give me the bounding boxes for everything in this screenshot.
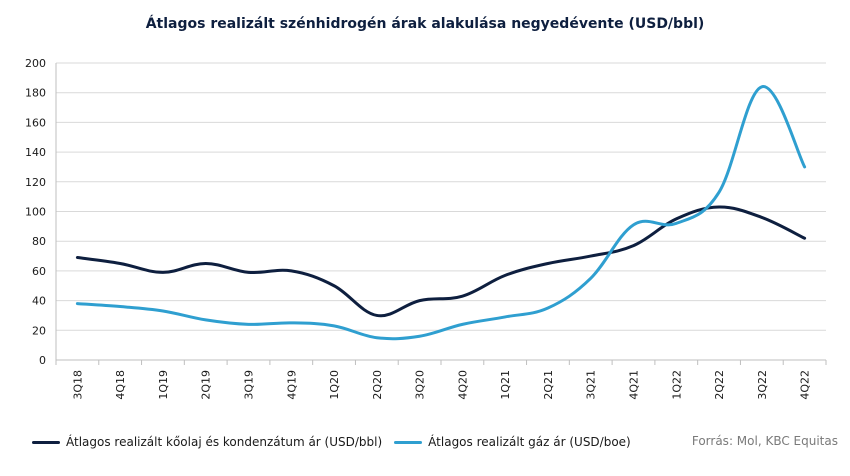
x-tick-label: 3Q22	[756, 370, 769, 400]
x-tick-label: 4Q19	[285, 370, 298, 400]
x-tick-label: 1Q21	[499, 370, 512, 400]
y-tick-label: 0	[39, 354, 46, 367]
x-tick-label: 1Q20	[328, 370, 341, 400]
y-tick-label: 160	[25, 116, 46, 129]
x-tick-label: 4Q22	[799, 370, 812, 400]
x-tick-label: 1Q19	[157, 370, 170, 400]
x-tick-label: 2Q20	[371, 370, 384, 400]
x-tick-label: 2Q19	[200, 370, 213, 400]
chart-legend: Átlagos realizált kőolaj és kondenzátum …	[32, 432, 643, 452]
legend-item-gas: Átlagos realizált gáz ár (USD/boe)	[394, 435, 631, 449]
x-tick-label: 4Q21	[628, 370, 641, 400]
x-tick-label: 3Q21	[585, 370, 598, 400]
x-tick-label: 3Q19	[243, 370, 256, 400]
chart-title: Átlagos realizált szénhidrogén árak alak…	[145, 16, 705, 32]
x-tick-label: 2Q22	[713, 370, 726, 400]
x-tick-label: 2Q21	[542, 370, 555, 400]
x-tick-label: 1Q22	[670, 370, 683, 400]
source-note: Forrás: Mol, KBC Equitas	[691, 434, 838, 448]
y-tick-label: 120	[25, 176, 46, 189]
y-tick-label: 80	[32, 235, 46, 248]
series-line-gas	[75, 85, 807, 341]
x-tick-label: 4Q18	[114, 370, 127, 400]
legend-label-crude: Átlagos realizált kőolaj és kondenzátum …	[66, 435, 383, 449]
x-tick-label: 4Q20	[456, 370, 469, 400]
y-tick-label: 60	[32, 265, 46, 278]
x-tick-label: 3Q18	[71, 370, 84, 400]
y-tick-label: 180	[25, 87, 46, 100]
y-tick-label: 40	[32, 295, 46, 308]
y-tick-label: 100	[25, 206, 46, 219]
legend-swatch-crude	[32, 440, 60, 444]
y-tick-label: 20	[32, 324, 46, 337]
y-tick-label: 200	[25, 57, 46, 70]
y-tick-label: 140	[25, 146, 46, 159]
legend-swatch-gas	[394, 440, 423, 444]
x-tick-label: 3Q20	[414, 370, 427, 400]
legend-item-crude: Átlagos realizált kőolaj és kondenzátum …	[32, 435, 382, 449]
series-line-crude	[75, 205, 807, 318]
legend-label-gas: Átlagos realizált gáz ár (USD/boe)	[428, 435, 631, 449]
